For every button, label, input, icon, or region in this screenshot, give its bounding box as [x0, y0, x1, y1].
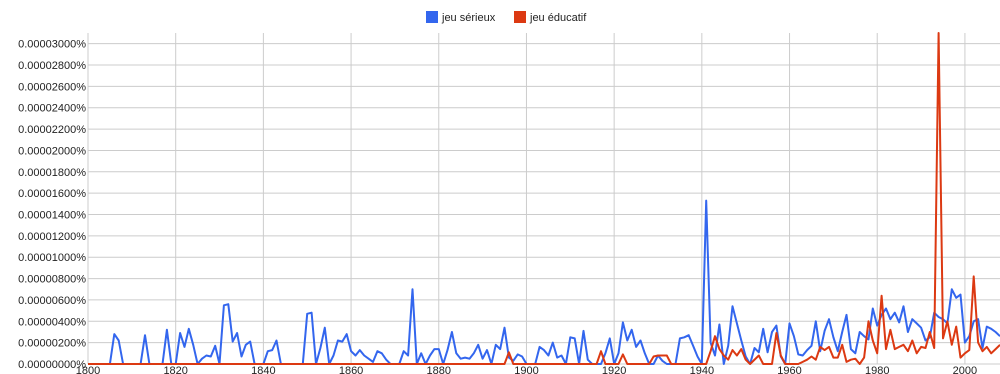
y-tick-label: 0.00002800% — [18, 60, 86, 72]
legend-label-jeu-educatif: jeu éducatif — [529, 12, 587, 24]
y-tick-label: 0.00002400% — [18, 103, 86, 115]
legend-item-jeu-serieux[interactable]: jeu sérieux — [426, 11, 496, 24]
legend-swatch-jeu-serieux — [426, 11, 438, 23]
x-tick-label: 1920 — [602, 365, 626, 374]
y-tick-label: 0.00002200% — [18, 124, 86, 136]
x-tick-label: 1960 — [777, 365, 801, 374]
y-tick-label: 0.00001400% — [18, 210, 86, 222]
legend-label-jeu-serieux: jeu sérieux — [441, 12, 496, 24]
x-tick-label: 1940 — [690, 365, 714, 374]
y-tick-label: 0.00001000% — [18, 252, 86, 264]
y-tick-label: 0.00001800% — [18, 167, 86, 179]
y-tick-label: 0.00000600% — [18, 295, 86, 307]
series-line-jeu-serieux[interactable] — [88, 199, 1000, 365]
legend-item-jeu-educatif[interactable]: jeu éducatif — [514, 11, 587, 24]
y-tick-label: 0.00000000% — [18, 359, 86, 371]
y-tick-label: 0.00000800% — [18, 274, 86, 286]
horizontal-gridlines — [88, 43, 1000, 365]
x-tick-label: 2000 — [953, 365, 977, 374]
x-axis-tick-labels: 1800 1820 1840 1860 1880 1900 1920 1940 1960 1980… — [76, 365, 977, 374]
vertical-gridlines — [87, 33, 966, 364]
y-tick-label: 0.00002000% — [18, 145, 86, 157]
y-axis-tick-labels: 0.00000000% 0.00000200% 0.00000400% 0.00000… — [18, 39, 86, 371]
x-tick-label: 1980 — [865, 365, 889, 374]
x-tick-label: 1820 — [163, 365, 187, 374]
series-line-jeu-educatif[interactable] — [88, 32, 1000, 365]
x-tick-label: 1800 — [76, 365, 100, 374]
legend-swatch-jeu-educatif — [514, 11, 526, 23]
y-tick-label: 0.00001200% — [18, 231, 86, 243]
legend: jeu sérieux jeu éducatif — [426, 11, 587, 24]
y-tick-label: 0.00000400% — [18, 316, 86, 328]
x-tick-label: 1840 — [251, 365, 275, 374]
y-tick-label: 0.00001600% — [18, 188, 86, 200]
series-lines — [88, 32, 1000, 365]
x-tick-label: 1860 — [339, 365, 363, 374]
y-tick-label: 0.00003000% — [18, 39, 86, 51]
x-tick-label: 1900 — [514, 365, 538, 374]
x-tick-label: 1880 — [427, 365, 451, 374]
y-tick-label: 0.00002600% — [18, 81, 86, 93]
y-tick-label: 0.00000200% — [18, 338, 86, 350]
